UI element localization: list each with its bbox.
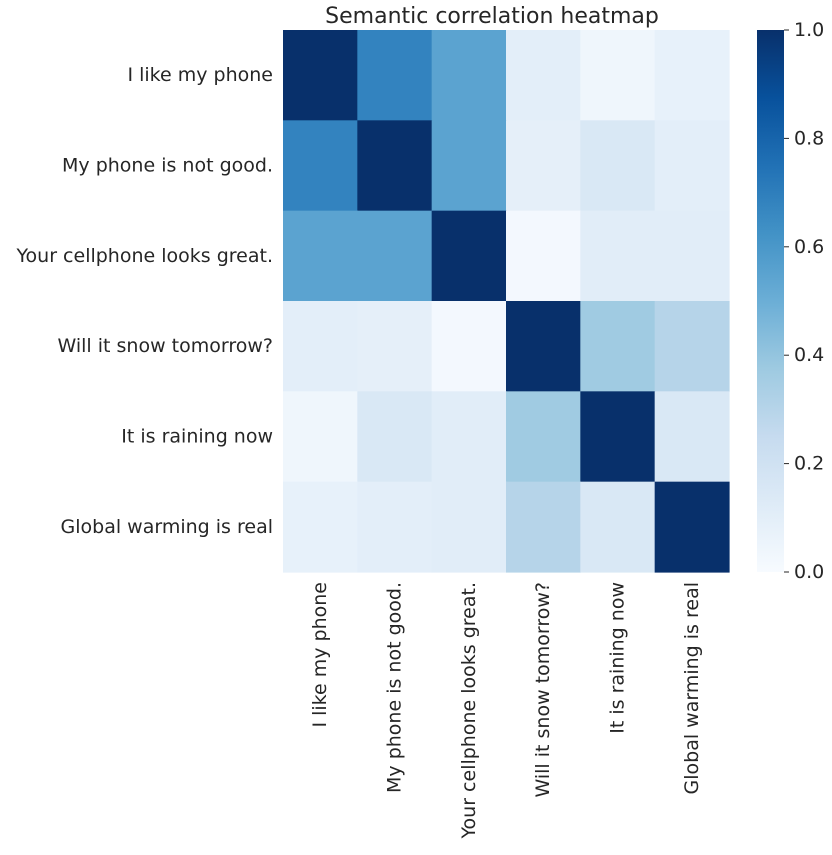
- column-label: Will it snow tomorrow?: [532, 582, 554, 798]
- row-label: I like my phone: [127, 64, 273, 86]
- heatmap-cell: [357, 481, 433, 573]
- heatmap-cell: [431, 120, 507, 212]
- heatmap-cell: [431, 391, 507, 483]
- colorbar-tick-label: 1.0: [794, 19, 824, 41]
- heatmap-cell: [283, 120, 358, 212]
- colorbar: [757, 30, 784, 572]
- heatmap-cell: [654, 120, 730, 212]
- heatmap-cell: [654, 481, 730, 573]
- column-label: I like my phone: [309, 582, 331, 728]
- row-label: My phone is not good.: [62, 155, 273, 177]
- heatmap-cell: [654, 210, 730, 302]
- colorbar-tick-label: 0.4: [794, 344, 824, 366]
- heatmap-cell: [283, 210, 358, 302]
- colorbar-ticks: 0.0 0.2 0.4 0.6 0.8 1.0: [784, 19, 824, 583]
- column-label: It is raining now: [607, 582, 629, 734]
- heatmap-cell: [506, 391, 581, 483]
- heatmap-cell: [506, 481, 581, 573]
- heatmap-cell: [283, 301, 358, 392]
- column-label: Your cellphone looks great.: [458, 582, 480, 840]
- heatmap-cell: [431, 30, 507, 121]
- row-label: It is raining now: [121, 426, 273, 448]
- heatmap-cell: [654, 30, 730, 121]
- heatmap-cell: [506, 210, 581, 302]
- row-label: Will it snow tomorrow?: [58, 335, 274, 357]
- heatmap-cell: [431, 301, 507, 392]
- heatmap-cell: [431, 481, 507, 573]
- row-label: Your cellphone looks great.: [15, 245, 273, 267]
- heatmap-cell: [283, 30, 358, 121]
- heatmap-cell: [506, 30, 581, 121]
- heatmap-cell: [506, 301, 581, 392]
- row-label: Global warming is real: [61, 516, 273, 538]
- colorbar-tick-label: 0.2: [794, 453, 824, 475]
- heatmap-cell: [357, 30, 433, 121]
- heatmap-cell: [580, 301, 656, 392]
- heatmap-cell: [357, 301, 433, 392]
- heatmap-cell: [283, 391, 358, 483]
- colorbar-tick-label: 0.8: [794, 127, 824, 149]
- heatmap-cell: [580, 30, 656, 121]
- heatmap-cell: [357, 210, 433, 302]
- column-labels: I like my phone My phone is not good. Your…: [309, 582, 703, 840]
- heatmap-cell: [654, 301, 730, 392]
- chart-title: Semantic correlation heatmap: [325, 4, 659, 29]
- colorbar-tick-label: 0.6: [794, 236, 824, 258]
- heatmap-cell: [580, 481, 656, 573]
- heatmap-cell: [580, 210, 656, 302]
- heatmap-cell: [357, 120, 433, 212]
- heatmap-cell: [654, 391, 730, 483]
- heatmap-cell: [580, 391, 656, 483]
- column-label: My phone is not good.: [384, 582, 406, 793]
- row-labels: I like my phone My phone is not good. Your…: [15, 64, 273, 538]
- heatmap-cell: [506, 120, 581, 212]
- heatmap-cell: [431, 210, 507, 302]
- column-label: Global warming is real: [681, 582, 703, 794]
- heatmap-cell: [580, 120, 656, 212]
- heatmap-cell: [283, 481, 358, 573]
- colorbar-tick-label: 0.0: [794, 561, 824, 583]
- heatmap-cell: [357, 391, 433, 483]
- heatmap-cells: [283, 30, 730, 573]
